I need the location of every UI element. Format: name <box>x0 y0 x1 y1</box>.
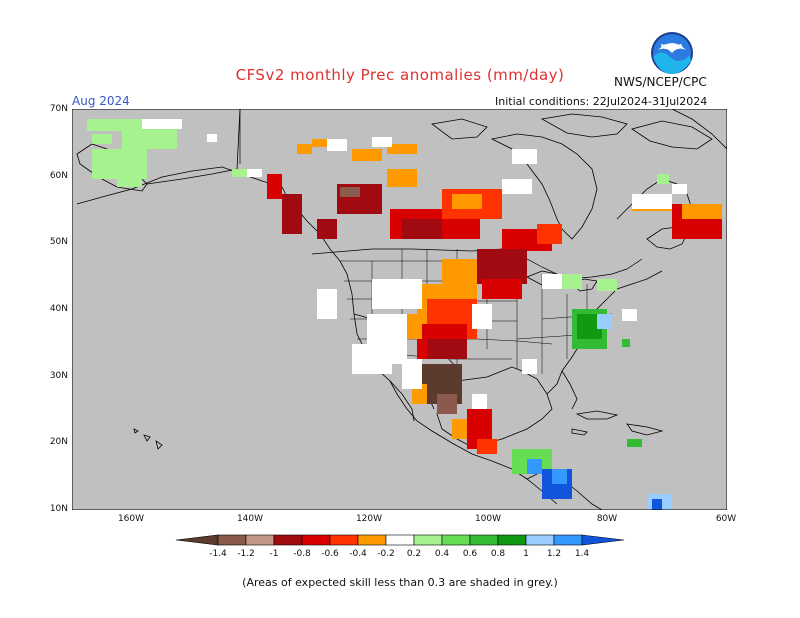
lon-label: 140W <box>236 514 264 524</box>
lat-label: 40N <box>49 304 68 314</box>
legend-swatch <box>245 534 275 546</box>
legend-swatch <box>525 534 555 546</box>
wet-anomaly-cells <box>87 119 672 510</box>
legend-tick-label: 1.2 <box>547 549 561 559</box>
lat-label: 30N <box>49 371 68 381</box>
legend-swatch <box>497 534 527 546</box>
lon-label: 100W <box>474 514 502 524</box>
lon-label: 60W <box>715 514 737 524</box>
skill-footnote: (Areas of expected skill less than 0.3 a… <box>242 576 558 589</box>
lon-label: 120W <box>355 514 383 524</box>
legend-tick-label: -1.2 <box>237 549 255 559</box>
legend-tick-label: -0.6 <box>321 549 339 559</box>
lon-label: 160W <box>117 514 145 524</box>
legend-swatch <box>385 534 415 546</box>
initial-conditions-label: Initial conditions: 22Jul2024-31Jul2024 <box>495 95 708 108</box>
legend-tick-label: 0.2 <box>407 549 421 559</box>
lead-month-label: Aug 2024 <box>72 94 130 108</box>
legend-swatch <box>469 534 499 546</box>
legend-swatch <box>581 534 625 546</box>
lat-label: 50N <box>49 237 68 247</box>
legend-swatches <box>175 534 625 546</box>
agency-label: NWS/NCEP/CPC <box>614 75 707 89</box>
legend-tick-label: 0.6 <box>463 549 478 559</box>
lat-label: 10N <box>49 504 68 514</box>
legend-swatch <box>553 534 583 546</box>
legend-tick-label: 0.4 <box>435 549 450 559</box>
near-normal-cells <box>142 119 687 409</box>
noaa-logo-icon: NOAA <box>651 32 693 74</box>
color-legend: -1.4 -1.2 -1 -0.8 -0.6 -0.4 -0.2 0.2 0.4 0.6 0.8 1 1… <box>175 534 625 559</box>
legend-swatch <box>357 534 387 546</box>
legend-swatch <box>441 534 471 546</box>
legend-swatch <box>413 534 443 546</box>
map-title: CFSv2 monthly Prec anomalies (mm/day) <box>235 66 565 84</box>
noaa-logo-text: NOAA <box>661 43 684 51</box>
legend-tick-label: 0.8 <box>491 549 506 559</box>
legend-swatch <box>217 534 247 546</box>
lat-label: 70N <box>49 104 68 114</box>
dry-anomaly-cells <box>267 139 722 454</box>
legend-swatch <box>329 534 359 546</box>
legend-tick-label: -0.2 <box>377 549 395 559</box>
lat-label: 20N <box>49 437 68 447</box>
legend-tick-labels: -1.4 -1.2 -1 -0.8 -0.6 -0.4 -0.2 0.2 0.4 0.6 0.8 1 1… <box>209 549 589 559</box>
legend-tick-label: 1.4 <box>575 549 590 559</box>
legend-tick-label: -1 <box>270 549 279 559</box>
legend-tick-label: -0.4 <box>349 549 367 559</box>
legend-tick-label: -1.4 <box>209 549 227 559</box>
legend-swatch <box>301 534 331 546</box>
legend-swatch <box>175 534 219 546</box>
legend-tick-label: -0.8 <box>293 549 311 559</box>
precip-anomaly-map <box>72 109 727 510</box>
legend-swatch <box>273 534 303 546</box>
legend-tick-label: 1 <box>523 549 529 559</box>
lat-label: 60N <box>49 171 68 181</box>
lon-label: 80W <box>596 514 618 524</box>
